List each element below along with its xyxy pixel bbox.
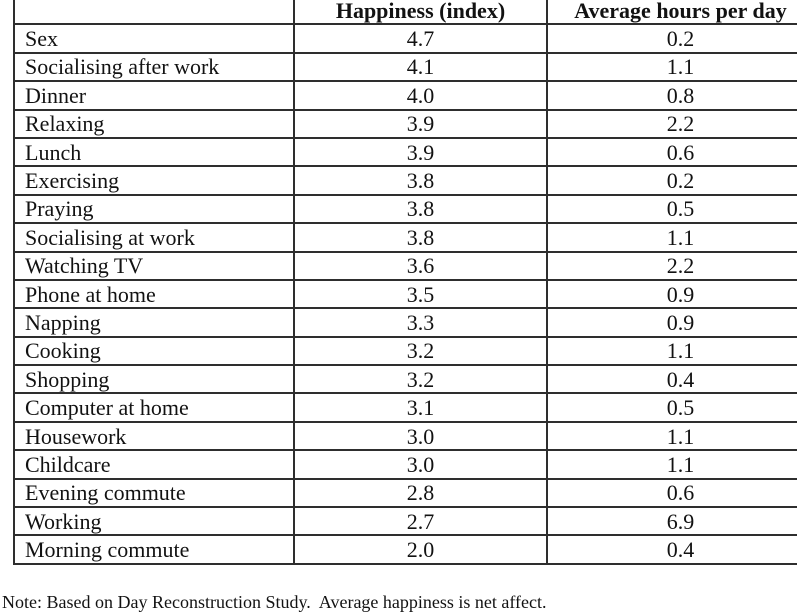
happiness-cell: 4.1	[293, 51, 548, 83]
hours-cell: 2.2	[546, 250, 797, 281]
table-row: Socialising at work 3.8 1.1	[13, 222, 797, 253]
happiness-cell: 2.0	[293, 534, 548, 565]
activity-cell: Exercising	[13, 165, 295, 196]
header-row: Happiness (index) Average hours per day	[13, 0, 797, 26]
happiness-cell: 2.8	[293, 477, 548, 509]
hours-cell: 1.1	[546, 335, 797, 367]
table-row: Evening commute 2.8 0.6	[13, 477, 797, 509]
hours-cell: 6.9	[546, 506, 797, 537]
activity-cell: Socialising after work	[13, 51, 295, 83]
happiness-cell: 3.0	[293, 420, 548, 452]
happiness-cell: 4.0	[293, 80, 548, 111]
hours-cell: 0.5	[546, 392, 797, 423]
hours-cell: 0.9	[546, 307, 797, 338]
happiness-cell: 3.1	[293, 392, 548, 423]
activity-cell: Cooking	[13, 335, 295, 367]
happiness-cell: 3.8	[293, 193, 548, 225]
activity-cell: Watching TV	[13, 250, 295, 281]
table-row: Exercising 3.8 0.2	[13, 165, 797, 196]
activity-cell: Shopping	[13, 364, 295, 395]
hours-cell: 0.6	[546, 136, 797, 168]
activity-cell: Socialising at work	[13, 222, 295, 253]
hours-cell: 0.5	[546, 193, 797, 225]
happiness-cell: 3.8	[293, 165, 548, 196]
table-row: Praying 3.8 0.5	[13, 193, 797, 225]
table-row: Shopping 3.2 0.4	[13, 364, 797, 395]
table-row: Napping 3.3 0.9	[13, 307, 797, 338]
table-body: Sex 4.7 0.2 Socialising after work 4.1 1.1 Din…	[13, 23, 797, 565]
hours-cell: 0.2	[546, 23, 797, 54]
table-row: Morning commute 2.0 0.4	[13, 534, 797, 565]
hours-cell: 0.9	[546, 278, 797, 310]
happiness-cell: 3.3	[293, 307, 548, 338]
happiness-cell: 2.7	[293, 506, 548, 537]
activity-cell: Napping	[13, 307, 295, 338]
table-row: Relaxing 3.9 2.2	[13, 108, 797, 139]
activity-cell: Relaxing	[13, 108, 295, 139]
hours-cell: 1.1	[546, 420, 797, 452]
activity-cell: Phone at home	[13, 278, 295, 310]
activity-cell: Evening commute	[13, 477, 295, 509]
activity-cell: Working	[13, 506, 295, 537]
table-row: Socialising after work 4.1 1.1	[13, 51, 797, 83]
activity-cell: Lunch	[13, 136, 295, 168]
header-happiness-index: Happiness (index)	[293, 0, 548, 26]
happiness-cell: 3.0	[293, 449, 548, 480]
activities-happiness-table: Happiness (index) Average hours per day …	[13, 0, 797, 565]
table-row: Computer at home 3.1 0.5	[13, 392, 797, 423]
table-row: Watching TV 3.6 2.2	[13, 250, 797, 281]
happiness-cell: 3.9	[293, 108, 548, 139]
header-activity	[13, 0, 295, 26]
happiness-cell: 3.5	[293, 278, 548, 310]
activity-cell: Praying	[13, 193, 295, 225]
happiness-cell: 3.2	[293, 335, 548, 367]
hours-cell: 1.1	[546, 449, 797, 480]
hours-cell: 2.2	[546, 108, 797, 139]
activity-cell: Childcare	[13, 449, 295, 480]
hours-cell: 0.6	[546, 477, 797, 509]
activity-cell: Dinner	[13, 80, 295, 111]
activity-cell: Computer at home	[13, 392, 295, 423]
table-row: Childcare 3.0 1.1	[13, 449, 797, 480]
happiness-cell: 3.6	[293, 250, 548, 281]
activity-cell: Morning commute	[13, 534, 295, 565]
hours-cell: 1.1	[546, 51, 797, 83]
happiness-cell: 3.8	[293, 222, 548, 253]
activity-cell: Sex	[13, 23, 295, 54]
table-row: Lunch 3.9 0.6	[13, 136, 797, 168]
happiness-cell: 4.7	[293, 23, 548, 54]
activity-cell: Housework	[13, 420, 295, 452]
table-header: Happiness (index) Average hours per day	[13, 0, 797, 26]
hours-cell: 0.4	[546, 534, 797, 565]
table-row: Sex 4.7 0.2	[13, 23, 797, 54]
happiness-cell: 3.9	[293, 136, 548, 168]
hours-cell: 0.8	[546, 80, 797, 111]
table-row: Working 2.7 6.9	[13, 506, 797, 537]
table-row: Dinner 4.0 0.8	[13, 80, 797, 111]
table-row: Housework 3.0 1.1	[13, 420, 797, 452]
table-row: Cooking 3.2 1.1	[13, 335, 797, 367]
happiness-cell: 3.2	[293, 364, 548, 395]
hours-cell: 0.4	[546, 364, 797, 395]
footnote: Note: Based on Day Reconstruction Study.…	[2, 592, 547, 612]
table-row: Phone at home 3.5 0.9	[13, 278, 797, 310]
header-average-hours: Average hours per day	[546, 0, 797, 26]
hours-cell: 0.2	[546, 165, 797, 196]
hours-cell: 1.1	[546, 222, 797, 253]
